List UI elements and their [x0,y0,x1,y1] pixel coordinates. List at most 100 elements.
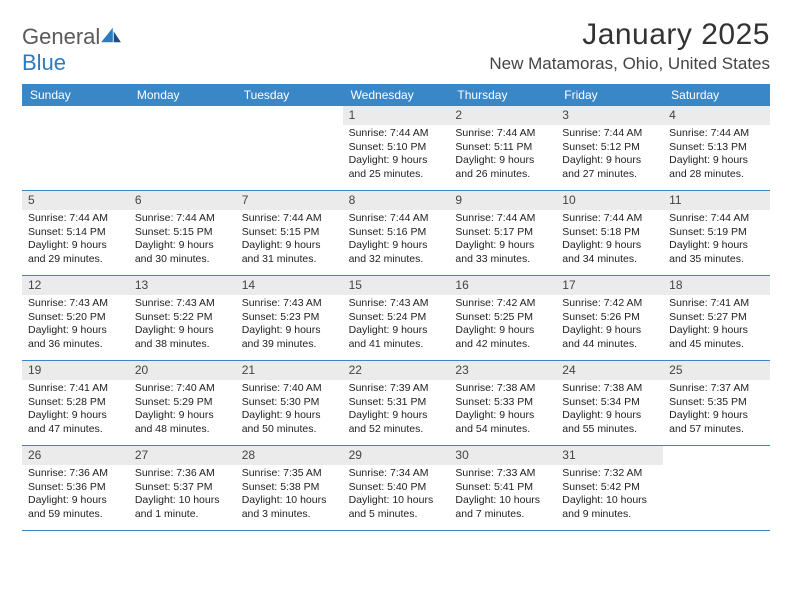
day-details: Sunrise: 7:40 AMSunset: 5:30 PMDaylight:… [236,380,343,439]
day-number: 24 [556,361,663,380]
daylight-2: and 59 minutes. [28,508,123,522]
calendar-page: General Blue January 2025 New Matamoras,… [0,0,792,541]
sunrise: Sunrise: 7:36 AM [28,467,123,481]
sunset: Sunset: 5:11 PM [455,141,550,155]
sunset: Sunset: 5:30 PM [242,396,337,410]
daylight-1: Daylight: 9 hours [135,239,230,253]
daylight-2: and 45 minutes. [669,338,764,352]
day-details: Sunrise: 7:44 AMSunset: 5:14 PMDaylight:… [22,210,129,269]
sunrise: Sunrise: 7:41 AM [28,382,123,396]
sunset: Sunset: 5:13 PM [669,141,764,155]
day-number: 10 [556,191,663,210]
daylight-2: and 36 minutes. [28,338,123,352]
day-details: Sunrise: 7:44 AMSunset: 5:13 PMDaylight:… [663,125,770,184]
dow-monday: Monday [129,84,236,106]
day-details: Sunrise: 7:44 AMSunset: 5:19 PMDaylight:… [663,210,770,269]
daylight-2: and 9 minutes. [562,508,657,522]
daylight-1: Daylight: 10 hours [349,494,444,508]
sunset: Sunset: 5:15 PM [135,226,230,240]
day-number: 21 [236,361,343,380]
day-details: Sunrise: 7:41 AMSunset: 5:28 PMDaylight:… [22,380,129,439]
daylight-1: Daylight: 9 hours [455,154,550,168]
daylight-2: and 55 minutes. [562,423,657,437]
sunrise: Sunrise: 7:32 AM [562,467,657,481]
day-cell: 20Sunrise: 7:40 AMSunset: 5:29 PMDayligh… [129,361,236,445]
day-cell: 18Sunrise: 7:41 AMSunset: 5:27 PMDayligh… [663,276,770,360]
sunset: Sunset: 5:15 PM [242,226,337,240]
week-row: 19Sunrise: 7:41 AMSunset: 5:28 PMDayligh… [22,361,770,446]
sunrise: Sunrise: 7:44 AM [562,127,657,141]
daylight-1: Daylight: 9 hours [242,239,337,253]
sunset: Sunset: 5:35 PM [669,396,764,410]
dow-friday: Friday [556,84,663,106]
daylight-1: Daylight: 9 hours [669,154,764,168]
daylight-1: Daylight: 9 hours [349,154,444,168]
daylight-2: and 26 minutes. [455,168,550,182]
day-cell: 13Sunrise: 7:43 AMSunset: 5:22 PMDayligh… [129,276,236,360]
day-cell: 16Sunrise: 7:42 AMSunset: 5:25 PMDayligh… [449,276,556,360]
day-number: 4 [663,106,770,125]
sunrise: Sunrise: 7:44 AM [28,212,123,226]
day-number: 28 [236,446,343,465]
day-number: 1 [343,106,450,125]
day-number [663,446,770,465]
daylight-1: Daylight: 9 hours [242,324,337,338]
daylight-2: and 27 minutes. [562,168,657,182]
sunrise: Sunrise: 7:37 AM [669,382,764,396]
daylight-2: and 44 minutes. [562,338,657,352]
daylight-2: and 38 minutes. [135,338,230,352]
day-number: 27 [129,446,236,465]
daylight-1: Daylight: 9 hours [669,239,764,253]
day-cell: 1Sunrise: 7:44 AMSunset: 5:10 PMDaylight… [343,106,450,190]
daylight-1: Daylight: 9 hours [28,494,123,508]
day-number: 31 [556,446,663,465]
daylight-1: Daylight: 9 hours [28,324,123,338]
daylight-2: and 50 minutes. [242,423,337,437]
sunrise: Sunrise: 7:43 AM [135,297,230,311]
sunset: Sunset: 5:29 PM [135,396,230,410]
day-number: 20 [129,361,236,380]
sail-icon [100,26,122,44]
week-row: 5Sunrise: 7:44 AMSunset: 5:14 PMDaylight… [22,191,770,276]
sunset: Sunset: 5:16 PM [349,226,444,240]
day-details: Sunrise: 7:44 AMSunset: 5:18 PMDaylight:… [556,210,663,269]
sunset: Sunset: 5:31 PM [349,396,444,410]
sunrise: Sunrise: 7:44 AM [669,212,764,226]
sunrise: Sunrise: 7:38 AM [455,382,550,396]
day-number: 15 [343,276,450,295]
day-cell: 8Sunrise: 7:44 AMSunset: 5:16 PMDaylight… [343,191,450,275]
daylight-1: Daylight: 9 hours [28,409,123,423]
daylight-1: Daylight: 9 hours [135,409,230,423]
day-details: Sunrise: 7:38 AMSunset: 5:33 PMDaylight:… [449,380,556,439]
sunset: Sunset: 5:12 PM [562,141,657,155]
day-cell: 9Sunrise: 7:44 AMSunset: 5:17 PMDaylight… [449,191,556,275]
daylight-1: Daylight: 9 hours [669,324,764,338]
sunset: Sunset: 5:33 PM [455,396,550,410]
day-details: Sunrise: 7:34 AMSunset: 5:40 PMDaylight:… [343,465,450,524]
day-number: 7 [236,191,343,210]
logo: General Blue [22,18,122,76]
day-details: Sunrise: 7:44 AMSunset: 5:16 PMDaylight:… [343,210,450,269]
logo-text: General Blue [22,24,122,76]
day-details: Sunrise: 7:44 AMSunset: 5:17 PMDaylight:… [449,210,556,269]
daylight-1: Daylight: 9 hours [455,324,550,338]
day-cell: 23Sunrise: 7:38 AMSunset: 5:33 PMDayligh… [449,361,556,445]
sunrise: Sunrise: 7:40 AM [242,382,337,396]
sunrise: Sunrise: 7:43 AM [28,297,123,311]
day-cell: 15Sunrise: 7:43 AMSunset: 5:24 PMDayligh… [343,276,450,360]
day-details: Sunrise: 7:41 AMSunset: 5:27 PMDaylight:… [663,295,770,354]
day-number [129,106,236,125]
daylight-1: Daylight: 9 hours [242,409,337,423]
logo-word-1: General [22,24,100,49]
daylight-1: Daylight: 9 hours [349,324,444,338]
title-block: January 2025 New Matamoras, Ohio, United… [489,18,770,74]
day-number: 14 [236,276,343,295]
sunset: Sunset: 5:41 PM [455,481,550,495]
day-number: 17 [556,276,663,295]
day-cell: 25Sunrise: 7:37 AMSunset: 5:35 PMDayligh… [663,361,770,445]
day-number: 12 [22,276,129,295]
daylight-2: and 41 minutes. [349,338,444,352]
day-number: 26 [22,446,129,465]
day-number: 23 [449,361,556,380]
daylight-2: and 29 minutes. [28,253,123,267]
